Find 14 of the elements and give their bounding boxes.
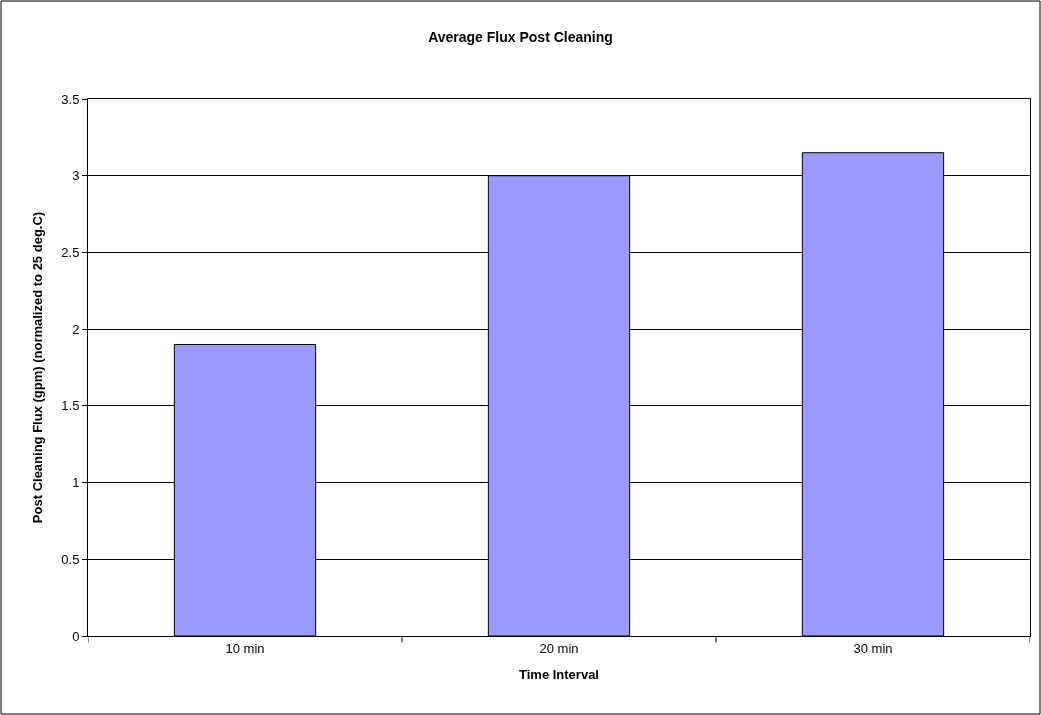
y-tick-label: 0 [72,628,80,644]
x-tick-label: 20 min [539,640,579,656]
y-tick-label: 3 [72,168,80,184]
y-axis-title: Post Cleaning Flux (gpm) (normalized to 25 deg.C) [30,211,46,524]
y-tick-label: 1 [72,475,80,491]
x-tick-label: 30 min [853,640,893,656]
x-axis-title: Time Interval [519,667,599,683]
x-tick-label: 10 min [225,640,265,656]
chart-title: Average Flux Post Cleaning [428,28,613,45]
y-tick-label: 2.5 [61,244,80,260]
y-tick-label: 2 [72,321,80,337]
y-tick-label: 3.5 [61,91,80,107]
y-tick-label: 0.5 [61,551,80,567]
y-tick-label: 1.5 [61,398,80,414]
